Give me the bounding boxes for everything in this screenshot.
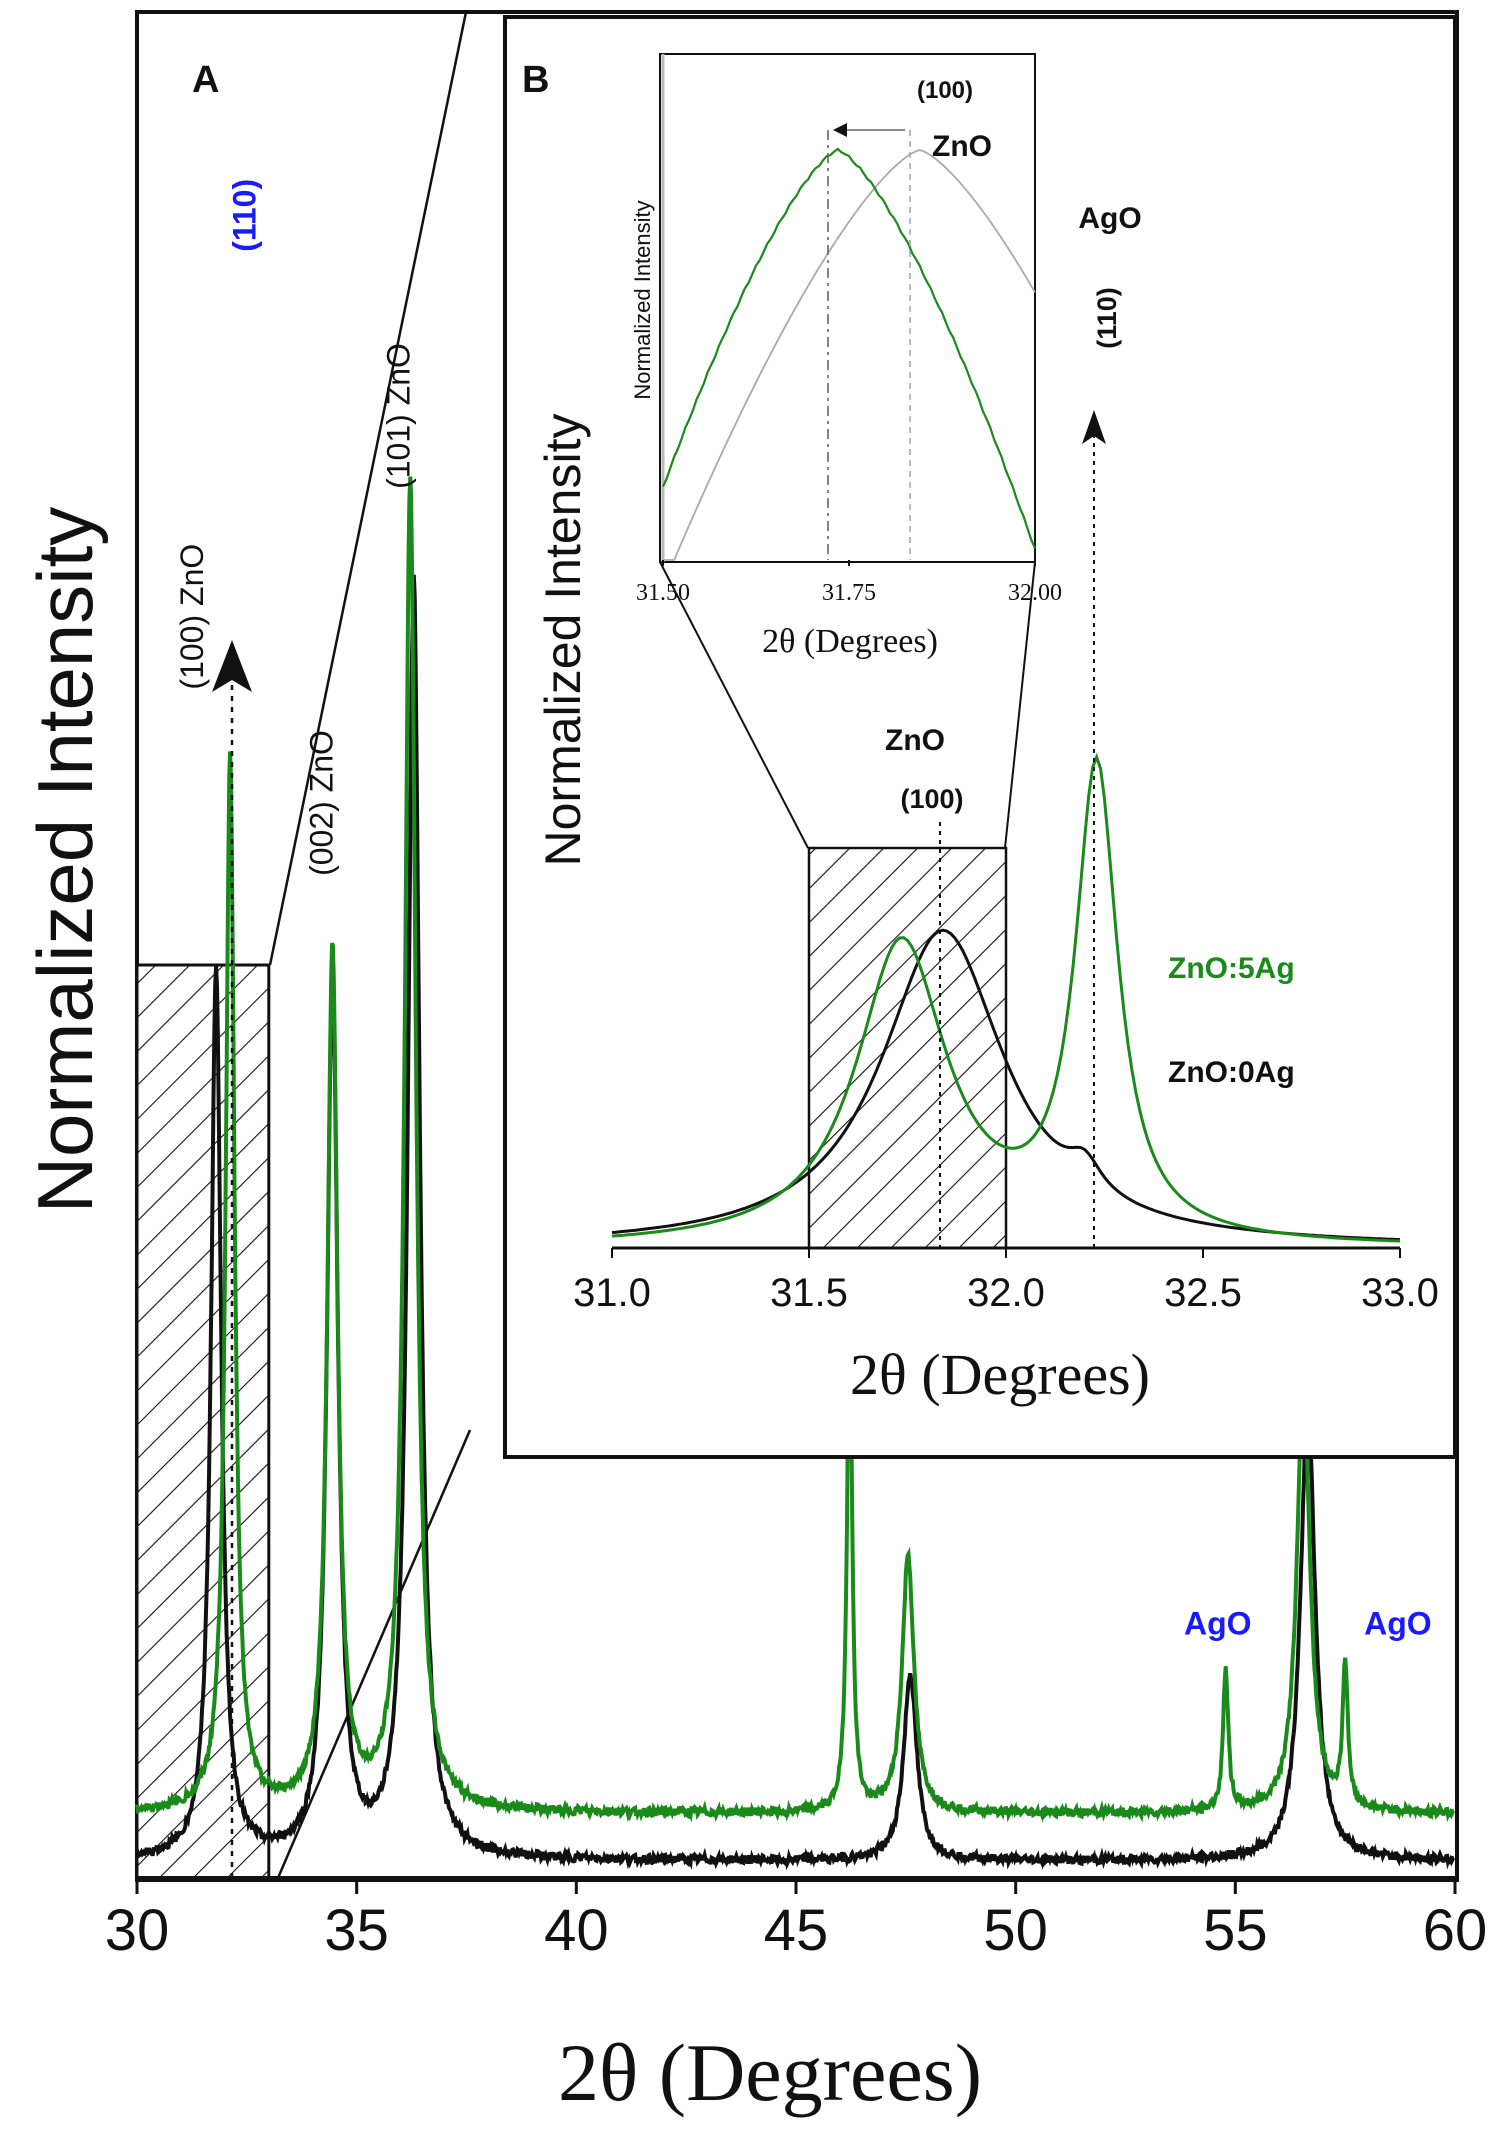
legend-zno-5ag: ZnO:5Ag xyxy=(1168,952,1295,985)
inset-series-zno-0ag xyxy=(663,149,1036,561)
panel-a-x-tick-label: 45 xyxy=(764,1898,829,1963)
panel-a-axes: 30 35 40 45 50 55 60 xyxy=(105,1876,1488,1963)
panel-a-x-axis-label: 2θ (Degrees) xyxy=(558,2027,982,2118)
zoom-connector-bottom xyxy=(276,1429,472,1879)
zoom-connector-top xyxy=(268,11,468,966)
panel-b-series-zno-5ag xyxy=(611,752,1401,1243)
inset-series-zno-5ag xyxy=(662,147,1037,549)
panel-a-x-tick-label: 40 xyxy=(544,1898,609,1963)
panel-b-x-tick-label: 31.0 xyxy=(573,1271,651,1315)
panel-b-x-tick-label: 32.5 xyxy=(1164,1271,1242,1315)
inset-zno-label: ZnO xyxy=(932,130,992,163)
panel-b-hatched-region xyxy=(807,846,1008,1250)
panel-a-x-tick-label: 60 xyxy=(1423,1898,1488,1963)
panel-b-curves xyxy=(611,752,1401,1243)
panel-b-x-tick-label: 32.0 xyxy=(967,1271,1045,1315)
panel-a-x-tick-label: 35 xyxy=(324,1898,389,1963)
inset-connector-left xyxy=(659,561,809,849)
inset-100-label: (100) xyxy=(917,77,973,104)
panel-b-y-axis-label: Normalized Intensity xyxy=(535,414,591,867)
series-zno-5ag xyxy=(135,476,1456,1823)
panel-a-peak-annotation: (101) ZnO xyxy=(380,343,416,489)
panel-a-x-tick-label: 55 xyxy=(1203,1898,1268,1963)
panel-b-x-axis-label: 2θ (Degrees) xyxy=(850,1342,1150,1407)
inset-x-tick-label: 32.00 xyxy=(1008,580,1062,606)
panel-a-curves xyxy=(135,476,1456,1871)
inset-connector-right xyxy=(1004,561,1036,849)
inset-y-axis-label: Normalized Intensity xyxy=(630,200,655,399)
inset-x-tick-label: 31.75 xyxy=(822,580,876,606)
panel-b-100-label: (100) xyxy=(900,784,963,814)
panel-b-arrowhead-icon xyxy=(1082,410,1106,444)
panel-a-arrowhead-icon xyxy=(212,640,252,692)
panel-a-peak-annotation: AgO xyxy=(1364,1605,1432,1641)
panel-a-y-axis-label: Normalized Intensity xyxy=(21,507,109,1214)
panel-a-peak-annotation: (110) xyxy=(227,179,263,252)
inset-curves xyxy=(662,147,1037,561)
panel-a-x-tick-label: 50 xyxy=(983,1898,1048,1963)
legend-zno-0ag: ZnO:0Ag xyxy=(1168,1056,1295,1089)
panel-b-ago-label: AgO xyxy=(1078,202,1141,235)
panel-b-x-tick-label: 33.0 xyxy=(1361,1271,1439,1315)
panel-b-zno-label: ZnO xyxy=(885,724,945,757)
panel-a-label: A xyxy=(192,59,219,101)
inset-x-axis-label: 2θ (Degrees) xyxy=(762,623,938,660)
panel-a-hatched-region xyxy=(135,963,271,1880)
inset-frame xyxy=(659,53,1036,563)
panel-a-peak-annotation: (100) ZnO xyxy=(174,544,210,690)
panel-b-x-tick-label: 31.5 xyxy=(770,1271,848,1315)
inset-axes: 31.50 31.75 32.00 xyxy=(636,560,1062,606)
series-zno-0ag xyxy=(135,574,1456,1871)
panel-b-110-label: (110) xyxy=(1092,287,1122,349)
panel-b-axes: 31.0 31.5 32.0 32.5 33.0 xyxy=(573,1246,1439,1315)
panel-a-peak-annotation: AgO xyxy=(1184,1605,1252,1641)
panel-a-peak-annotation: (002) ZnO xyxy=(304,730,340,876)
panel-a-x-tick-label: 30 xyxy=(105,1898,170,1963)
panel-b-label: B xyxy=(522,59,549,101)
inset-x-tick-label: 31.50 xyxy=(636,580,690,606)
